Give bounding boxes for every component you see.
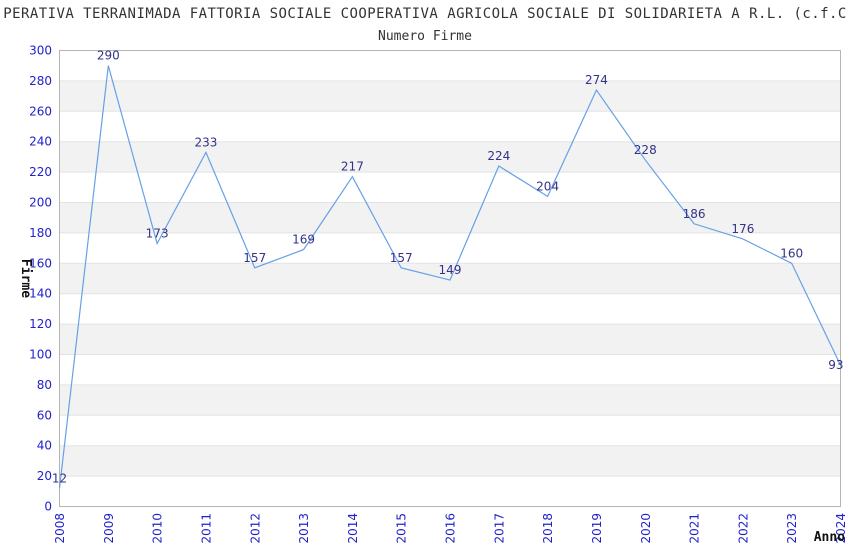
y-tick-label: 240: [29, 135, 52, 149]
x-tick-label: 2008: [53, 513, 67, 544]
y-tick-label: 80: [37, 378, 52, 392]
chart-title: PERATIVA TERRANIMADA FATTORIA SOCIALE CO…: [3, 6, 847, 22]
y-tick-label: 220: [29, 165, 52, 179]
x-tick-label: 2021: [688, 513, 702, 544]
data-point-label: 12: [52, 471, 67, 485]
y-tick-label: 0: [44, 500, 52, 514]
x-tick-label: 2015: [395, 513, 409, 544]
y-tick-label: 160: [29, 256, 52, 270]
y-tick-label: 100: [29, 348, 52, 362]
data-point-label: 157: [243, 251, 266, 265]
grid-band: [59, 445, 841, 477]
data-point-label: 233: [194, 135, 217, 149]
data-point-label: 173: [146, 227, 169, 241]
x-tick-label: 2016: [444, 513, 458, 544]
data-point-label: 204: [536, 179, 559, 193]
x-tick-label: 2022: [736, 513, 750, 544]
x-tick-label: 2010: [151, 513, 165, 544]
grid-band: [59, 384, 841, 416]
data-point-label: 274: [585, 73, 608, 87]
y-tick-label: 200: [29, 196, 52, 210]
y-tick-label: 140: [29, 287, 52, 301]
x-axis-title: Anno: [814, 530, 845, 545]
x-tick-label: 2014: [346, 513, 360, 544]
data-point-label: 169: [292, 233, 315, 247]
plot-border: [59, 50, 841, 507]
y-tick-label: 120: [29, 317, 52, 331]
data-point-label: 228: [634, 143, 657, 157]
x-tick-label: 2023: [785, 513, 799, 544]
y-tick-label: 180: [29, 226, 52, 240]
x-tick-label: 2009: [102, 513, 116, 544]
chart-subtitle: Numero Firme: [378, 29, 472, 44]
y-tick-label: 40: [37, 439, 52, 453]
x-tick-label: 2017: [492, 513, 506, 544]
data-point-label: 157: [390, 251, 413, 265]
data-point-label: 186: [683, 207, 706, 221]
x-tick-label: 2018: [541, 513, 555, 544]
x-tick-label: 2011: [199, 513, 213, 544]
data-point-label: 290: [97, 49, 120, 63]
x-tick-label: 2013: [297, 513, 311, 544]
series-line: [58, 65, 842, 489]
data-point-label: 93: [828, 358, 843, 372]
x-tick-label: 2012: [248, 513, 262, 544]
data-point-label: 149: [439, 263, 462, 277]
y-axis-title: Firme: [18, 259, 33, 298]
x-tick-label: 2019: [590, 513, 604, 544]
x-tick-label: 2020: [639, 513, 653, 544]
grid-band: [59, 80, 841, 112]
y-tick-label: 60: [37, 408, 52, 422]
y-tick-label: 20: [37, 469, 52, 483]
y-tick-label: 280: [29, 74, 52, 88]
y-tick-label: 300: [29, 44, 52, 58]
grid-band: [59, 324, 841, 355]
data-point-label: 176: [731, 222, 754, 236]
data-point-label: 224: [487, 149, 510, 163]
x-tick-label: 2024: [834, 513, 848, 544]
data-point-label: 217: [341, 160, 364, 174]
grid-band: [59, 202, 841, 233]
grid-band: [59, 141, 841, 173]
y-tick-label: 260: [29, 104, 52, 118]
data-point-label: 160: [780, 246, 803, 260]
